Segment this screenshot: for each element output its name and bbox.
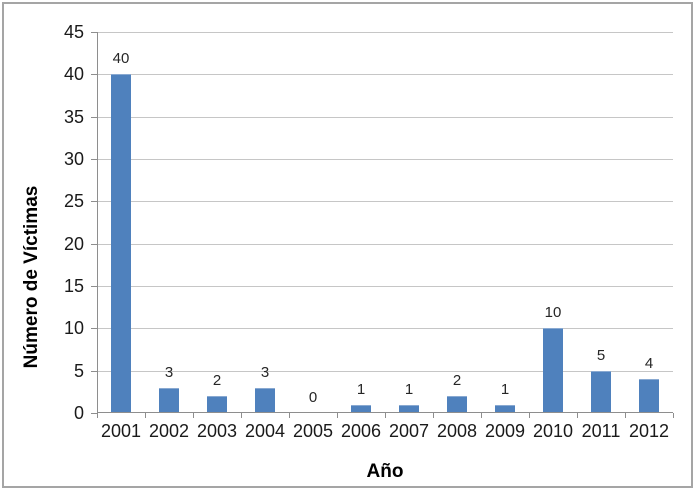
gridline-y40 <box>97 74 673 76</box>
data-label-2007: 1 <box>404 380 414 398</box>
data-label-2001: 40 <box>112 50 130 68</box>
y-tick-mark <box>91 159 97 160</box>
y-tick-mark <box>91 328 97 330</box>
gridline-y20 <box>97 243 673 245</box>
data-label-2004: 3 <box>260 363 270 381</box>
y-tick-mark <box>91 201 97 203</box>
gridline-y15 <box>97 286 673 287</box>
x-tick-mark <box>289 413 290 418</box>
gridline-y10 <box>97 328 673 330</box>
data-label-2006: 1 <box>356 380 366 398</box>
data-label-2002: 3 <box>164 363 174 381</box>
y-tick-mark <box>91 370 97 372</box>
x-tick-mark <box>337 413 338 418</box>
x-tick-label-2004: 2004 <box>244 421 286 441</box>
data-label-2005: 0 <box>308 389 318 406</box>
bar-2008 <box>447 396 467 413</box>
y-tick-label-30: 30 <box>63 149 84 169</box>
x-tick-mark <box>673 413 674 418</box>
data-label-2011: 5 <box>596 346 606 364</box>
bar-2010 <box>543 328 563 413</box>
x-tick-mark <box>193 413 194 418</box>
plot-area: 40 3 2 3 0 1 1 2 1 10 5 4 <box>91 32 674 418</box>
x-tick-label-2003: 2003 <box>196 421 238 441</box>
x-tick-label-2006: 2006 <box>340 421 382 441</box>
y-tick-mark <box>91 116 97 118</box>
x-axis-title: Año <box>366 461 404 482</box>
x-tick-label-2007: 2007 <box>388 421 430 441</box>
x-tick-label-2008: 2008 <box>436 421 478 441</box>
x-tick-label-2009: 2009 <box>484 421 526 441</box>
bar-2011 <box>591 371 611 413</box>
y-tick-label-0: 0 <box>73 403 84 423</box>
y-tick-label-10: 10 <box>63 318 84 339</box>
data-label-2003: 2 <box>212 372 222 390</box>
y-tick-mark <box>91 32 97 33</box>
x-tick-mark <box>241 413 242 418</box>
x-tick-mark <box>145 413 146 418</box>
bar-2007 <box>399 405 419 413</box>
y-tick-label-25: 25 <box>63 191 84 212</box>
x-tick-label-2005: 2005 <box>292 421 334 441</box>
bar-2001 <box>111 74 131 413</box>
data-label-2012: 4 <box>644 355 654 373</box>
y-tick-mark <box>91 74 97 76</box>
x-tick-mark <box>481 413 482 418</box>
y-tick-label-20: 20 <box>63 233 84 254</box>
y-tick-label-45: 45 <box>63 22 84 42</box>
data-label-2010: 10 <box>544 304 562 322</box>
bar-2002 <box>159 388 179 413</box>
y-axis-line <box>97 32 98 413</box>
bar-2003 <box>207 396 227 413</box>
x-tick-mark <box>625 413 626 418</box>
gridline-y45 <box>97 32 673 33</box>
y-tick-label-40: 40 <box>63 64 84 85</box>
gridline-y5 <box>97 370 673 372</box>
y-tick-label-15: 15 <box>63 276 84 296</box>
y-tick-mark <box>91 413 97 414</box>
x-tick-label-2011: 2011 <box>581 421 621 441</box>
x-tick-mark <box>529 413 530 418</box>
gridline-y30 <box>97 159 673 160</box>
y-tick-mark <box>91 243 97 245</box>
gridline-y35 <box>97 116 673 118</box>
gridline-y25 <box>97 201 673 203</box>
x-tick-mark <box>577 413 578 418</box>
y-tick-label-5: 5 <box>73 360 84 381</box>
bar-2009 <box>495 405 515 413</box>
x-tick-label-2010: 2010 <box>532 421 574 441</box>
y-tick-label-35: 35 <box>63 106 84 127</box>
x-tick-mark <box>433 413 434 418</box>
x-tick-mark <box>97 413 98 418</box>
bar-2006 <box>351 405 371 413</box>
data-label-2009: 1 <box>500 380 510 398</box>
bar-2012 <box>639 379 659 413</box>
x-tick-label-2002: 2002 <box>148 421 190 441</box>
data-label-2008: 2 <box>452 372 462 390</box>
x-tick-label-2012: 2012 <box>628 421 670 441</box>
bar-2004 <box>255 388 275 413</box>
x-tick-mark <box>385 413 386 418</box>
x-tick-label-2001: 2001 <box>100 421 142 441</box>
y-tick-mark <box>91 286 97 287</box>
x-axis-line <box>97 412 673 413</box>
